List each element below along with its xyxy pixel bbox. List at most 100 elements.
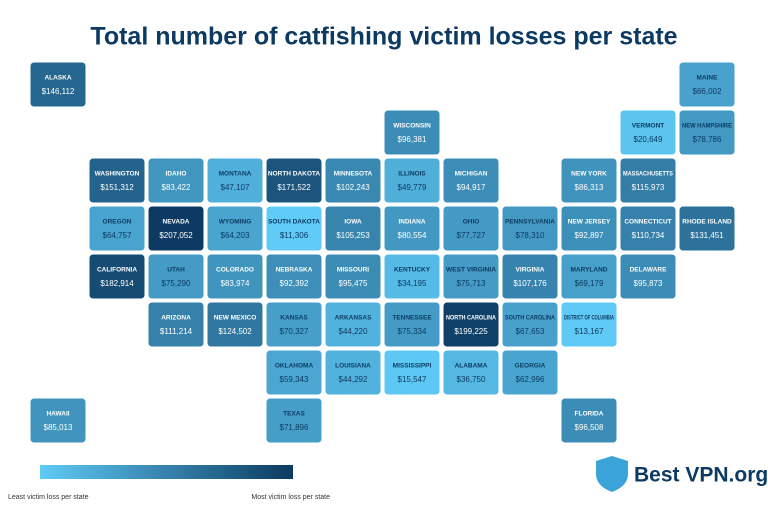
state-name: VIRGINIA (516, 267, 545, 274)
state-loss-label: $78,786 (693, 135, 722, 144)
state-tile (501, 301, 559, 348)
state: MICHIGAN $94,917 (442, 157, 500, 204)
state-tile (560, 253, 618, 300)
state-loss-label: $69,179 (575, 279, 604, 288)
state: SOUTH CAROLINA $67,653 (501, 301, 559, 348)
state: OREGON $64,757 (88, 205, 146, 252)
state-tile (265, 253, 323, 300)
state: NORTH DAKOTA $171,522 (265, 157, 323, 204)
state-loss-label: $131,451 (690, 231, 724, 240)
state-loss-label: $107,176 (513, 279, 547, 288)
state: OHIO $77,727 (442, 205, 500, 252)
state: MISSOURI $95,475 (324, 253, 382, 300)
state: KENTUCKY $34,195 (383, 253, 441, 300)
state: CONNECTICUT $110,734 (619, 205, 677, 252)
state-name: FLORIDA (575, 411, 604, 418)
state-loss-label: $102,243 (336, 183, 370, 192)
state-loss-label: $66,002 (693, 87, 722, 96)
state-name: WISCONSIN (393, 123, 431, 130)
state-name: NORTH DAKOTA (268, 171, 321, 178)
state-name: NORTH CAROLINA (446, 315, 496, 322)
state-name: UTAH (167, 267, 185, 274)
state-tile (383, 301, 441, 348)
state-tile (29, 397, 87, 444)
state: ALABAMA $36,750 (442, 349, 500, 396)
state: NEW MEXICO $124,502 (206, 301, 264, 348)
state: ALASKA $146,112 (29, 61, 87, 108)
state-loss-label: $36,750 (457, 375, 486, 384)
state: SOUTH DAKOTA $11,306 (265, 205, 323, 252)
state: KANSAS $70,327 (265, 301, 323, 348)
state-loss-label: $44,220 (339, 327, 368, 336)
state-tile (29, 61, 87, 108)
state-loss-label: $62,996 (516, 375, 545, 384)
state-loss-label: $44,292 (339, 375, 368, 384)
state-loss-label: $75,290 (162, 279, 191, 288)
state-tile (501, 253, 559, 300)
state-name: NEW MEXICO (214, 315, 257, 322)
state: CALIFORNIA $182,914 (88, 253, 146, 300)
state-loss-label: $151,312 (100, 183, 134, 192)
state: NORTH CAROLINA $199,225 (442, 301, 500, 348)
state-tile (265, 205, 323, 252)
state: ARKANSAS $44,220 (324, 301, 382, 348)
state: FLORIDA $96,508 (560, 397, 618, 444)
state-loss-label: $75,334 (398, 327, 427, 336)
state-loss-label: $71,896 (280, 423, 309, 432)
state-tile (265, 349, 323, 396)
legend-gradient (40, 465, 293, 479)
state-tile (383, 349, 441, 396)
state-tile (324, 205, 382, 252)
state-tile (501, 205, 559, 252)
logo-text: Best VPN.org (634, 464, 768, 487)
state-tile (88, 157, 146, 204)
state-loss-label: $34,195 (398, 279, 427, 288)
state-tile (501, 349, 559, 396)
state-name: INDIANA (398, 219, 425, 226)
state-name: RHODE ISLAND (682, 219, 732, 226)
state-loss-label: $20,649 (634, 135, 663, 144)
state-name: NEVADA (163, 219, 190, 226)
state-tile (619, 109, 677, 156)
state-loss-label: $15,547 (398, 375, 427, 384)
logo-shield (596, 456, 628, 492)
logo: Best VPN.org (596, 456, 768, 492)
state-tile (206, 301, 264, 348)
state-name: MASSACHUSETTS (623, 171, 674, 178)
state-tile (206, 253, 264, 300)
state-loss-label: $13,167 (575, 327, 604, 336)
state: MARYLAND $69,179 (560, 253, 618, 300)
state-name: WASHINGTON (95, 171, 140, 178)
state-name: ALASKA (44, 75, 71, 82)
state-name: KANSAS (280, 315, 308, 322)
state-name: NEW JERSEY (568, 219, 611, 226)
state-tile (324, 301, 382, 348)
state-tile (265, 157, 323, 204)
state-loss-label: $207,052 (159, 231, 193, 240)
state-loss-label: $49,779 (398, 183, 427, 192)
state: COLORADO $83,974 (206, 253, 264, 300)
state-loss-label: $146,112 (42, 87, 75, 96)
state: MISSISSIPPI $15,547 (383, 349, 441, 396)
state: DELAWARE $95,873 (619, 253, 677, 300)
state: RHODE ISLAND $131,451 (678, 205, 736, 252)
state-name: ARKANSAS (335, 315, 373, 322)
state: MASSACHUSETTS $115,973 (619, 157, 677, 204)
state-tile (383, 205, 441, 252)
state-name: LOUISIANA (335, 363, 371, 370)
state: NEVADA $207,052 (147, 205, 205, 252)
state-tile (442, 205, 500, 252)
state-tile (324, 349, 382, 396)
state-name: OKLAHOMA (275, 363, 314, 370)
state-tile (147, 301, 205, 348)
state-tile (383, 253, 441, 300)
state-tile (88, 205, 146, 252)
state: NEW JERSEY $92,897 (560, 205, 618, 252)
legend-low-label: Least victim loss per state (8, 494, 89, 501)
state-name: MICHIGAN (455, 171, 488, 178)
state-loss-label: $83,974 (221, 279, 250, 288)
state-tile (324, 253, 382, 300)
state: ARIZONA $111,214 (147, 301, 205, 348)
state: WEST VIRGINIA $75,713 (442, 253, 500, 300)
